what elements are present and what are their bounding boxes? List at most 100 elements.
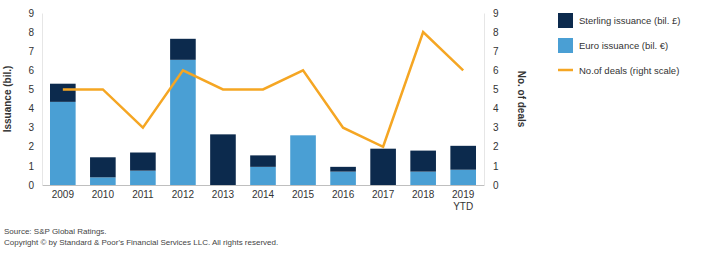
annotation: Source: S&P Global Ratings. xyxy=(4,227,107,236)
tick-label: 6 xyxy=(493,65,499,76)
axis-line xyxy=(42,14,43,186)
tick: 3 xyxy=(484,122,499,133)
tick-label: 2019YTD xyxy=(452,189,475,212)
legend: Sterling issuance (bil. £) Euro issuance … xyxy=(558,13,680,76)
tick: 4 xyxy=(484,103,499,114)
tick: 5 xyxy=(484,84,499,95)
tick-label: 0 xyxy=(28,180,34,191)
bar xyxy=(410,151,436,172)
tick: 1 xyxy=(484,161,499,172)
tick-label: 2016 xyxy=(332,189,355,200)
tick: 6 xyxy=(28,65,42,76)
tick: 2 xyxy=(28,141,42,152)
tick-label: 0 xyxy=(493,180,499,191)
bar xyxy=(130,153,156,171)
tick-label: 8 xyxy=(493,27,499,38)
tick-label: 3 xyxy=(28,122,34,133)
bar xyxy=(290,135,316,136)
tick-label: 2 xyxy=(28,141,34,152)
tick-label: 9 xyxy=(28,8,34,19)
legend-item: Euro issuance (bil. €) xyxy=(558,38,668,53)
plot-marks xyxy=(50,32,476,185)
tick: 2017 xyxy=(372,189,395,200)
tick: 7 xyxy=(28,46,42,57)
bar xyxy=(170,39,196,60)
bar xyxy=(410,172,436,185)
tick: 2009 xyxy=(52,189,75,200)
annotation: Copyright © by Standard & Poor's Financi… xyxy=(4,238,278,247)
bar xyxy=(130,171,156,185)
tick: 4 xyxy=(28,103,42,114)
legend-swatch xyxy=(558,69,573,72)
axis-line xyxy=(484,14,485,186)
tick: 3 xyxy=(28,122,42,133)
tick: 7 xyxy=(484,46,499,57)
tick-label: 2009 xyxy=(52,189,75,200)
bar xyxy=(290,135,316,185)
tick: 1 xyxy=(28,161,42,172)
tick-label: 1 xyxy=(28,161,34,172)
tick-label: 7 xyxy=(28,46,34,57)
tick: 5 xyxy=(28,84,42,95)
bar xyxy=(330,167,356,172)
tick: 2014 xyxy=(252,189,275,200)
tick-label: 2014 xyxy=(252,189,275,200)
tick-label: 2015 xyxy=(292,189,315,200)
tick: 2012 xyxy=(172,189,195,200)
bar xyxy=(250,155,276,166)
legend-label: Sterling issuance (bil. £) xyxy=(579,15,680,26)
tick: 2013 xyxy=(212,189,235,200)
legend-label: Euro issuance (bil. €) xyxy=(579,40,668,51)
bar xyxy=(90,157,116,177)
tick: 9 xyxy=(28,8,42,19)
tick: 8 xyxy=(28,27,42,38)
legend-swatch xyxy=(558,13,573,28)
bar xyxy=(170,60,196,185)
bar xyxy=(50,84,76,102)
tick: 2019YTD xyxy=(452,189,475,212)
bar xyxy=(450,146,476,170)
tick-label: 4 xyxy=(28,103,34,114)
tick-label: 2012 xyxy=(172,189,195,200)
tick: 2018 xyxy=(412,189,435,200)
bar xyxy=(210,134,236,185)
tick-label: 2017 xyxy=(372,189,395,200)
bar-series xyxy=(50,60,476,185)
tick: 6 xyxy=(484,65,499,76)
bar xyxy=(50,102,76,185)
tick-label-line: 2019 xyxy=(452,189,475,200)
tick: 2015 xyxy=(292,189,315,200)
tick: 2 xyxy=(484,141,499,152)
tick: 0 xyxy=(28,180,42,191)
tick-label-line: YTD xyxy=(453,201,473,212)
tick-label: 6 xyxy=(28,65,34,76)
axis-line xyxy=(43,185,485,186)
tick-label: 2018 xyxy=(412,189,435,200)
tick-label: 1 xyxy=(493,161,499,172)
tick-label: 2010 xyxy=(92,189,115,200)
y2-axis: 0123456789 xyxy=(484,8,499,191)
legend-label: No.of deals (right scale) xyxy=(579,65,679,76)
axis-title: Issuance (bil.) xyxy=(2,66,13,133)
tick-label: 3 xyxy=(493,122,499,133)
legend-swatch xyxy=(558,38,573,53)
bar xyxy=(370,149,396,185)
tick: 2016 xyxy=(332,189,355,200)
legend-item: Sterling issuance (bil. £) xyxy=(558,13,680,28)
bar xyxy=(450,170,476,185)
tick-label: 2013 xyxy=(212,189,235,200)
tick-label: 2011 xyxy=(132,189,154,200)
tick: 8 xyxy=(484,27,499,38)
tick: 0 xyxy=(484,180,499,191)
tick-label: 8 xyxy=(28,27,34,38)
tick: 2011 xyxy=(132,189,154,200)
tick-label: 2 xyxy=(493,141,499,152)
tick-label: 5 xyxy=(493,84,499,95)
bar xyxy=(330,172,356,185)
line xyxy=(63,32,463,147)
bar xyxy=(250,167,276,185)
chart: 2009201020112012201320142015201620172018… xyxy=(0,0,708,265)
tick: 2010 xyxy=(92,189,115,200)
tick-label: 7 xyxy=(493,46,499,57)
tick-label: 4 xyxy=(493,103,499,114)
